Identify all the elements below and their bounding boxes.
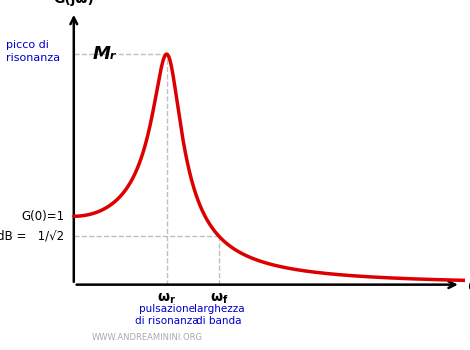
Text: picco di
risonanza: picco di risonanza — [6, 40, 60, 63]
Text: WWW.ANDREAMININI.ORG: WWW.ANDREAMININI.ORG — [92, 333, 203, 342]
Text: 3 dB =   1/√2: 3 dB = 1/√2 — [0, 230, 64, 243]
Text: $\mathbf{\omega_r}$: $\mathbf{\omega_r}$ — [157, 292, 176, 306]
Text: pulsazione
di risonanza: pulsazione di risonanza — [135, 304, 198, 326]
Text: $\mathbf{\omega_f}$: $\mathbf{\omega_f}$ — [210, 292, 228, 306]
Text: G(jω): G(jω) — [54, 0, 94, 6]
Text: ω: ω — [468, 276, 470, 294]
Text: Mᵣ: Mᵣ — [92, 45, 116, 63]
Text: larghezza
di banda: larghezza di banda — [194, 304, 244, 326]
Text: G(0)=1: G(0)=1 — [22, 210, 64, 223]
